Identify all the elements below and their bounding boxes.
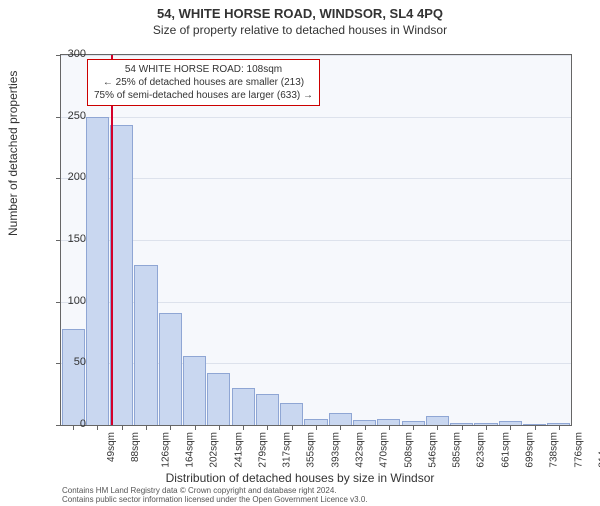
- xtick-label: 661sqm: [500, 432, 511, 468]
- footer-line-1: Contains HM Land Registry data © Crown c…: [62, 486, 368, 495]
- annotation-line-2: ← 25% of detached houses are smaller (21…: [94, 76, 313, 89]
- gridline: [61, 240, 571, 241]
- gridline: [61, 55, 571, 56]
- xtick-mark: [535, 425, 536, 430]
- ytick-mark: [56, 240, 61, 241]
- xtick-mark: [437, 425, 438, 430]
- histogram-bar: [207, 373, 230, 425]
- xtick-mark: [195, 425, 196, 430]
- xtick-label: 585sqm: [452, 432, 463, 468]
- xtick-label: 546sqm: [427, 432, 438, 468]
- ytick-label: 150: [68, 233, 86, 245]
- histogram-bar: [256, 394, 279, 425]
- xtick-label: 623sqm: [476, 432, 487, 468]
- ytick-mark: [56, 425, 61, 426]
- histogram-bar: [110, 125, 133, 425]
- histogram-bar: [329, 413, 352, 425]
- xtick-mark: [462, 425, 463, 430]
- xtick-mark: [219, 425, 220, 430]
- ytick-mark: [56, 363, 61, 364]
- xtick-label: 699sqm: [525, 432, 536, 468]
- xtick-label: 241sqm: [233, 432, 244, 468]
- histogram-bar: [426, 416, 449, 425]
- gridline: [61, 178, 571, 179]
- histogram-bar: [62, 329, 85, 425]
- xtick-label: 164sqm: [185, 432, 196, 468]
- xtick-mark: [365, 425, 366, 430]
- annotation-line-3: 75% of semi-detached houses are larger (…: [94, 89, 313, 102]
- ytick-label: 100: [68, 295, 86, 307]
- xtick-mark: [559, 425, 560, 430]
- xtick-mark: [486, 425, 487, 430]
- xtick-mark: [510, 425, 511, 430]
- xtick-label: 88sqm: [130, 432, 141, 462]
- xtick-label: 279sqm: [257, 432, 268, 468]
- y-axis-label: Number of detached properties: [6, 71, 20, 236]
- histogram-bar: [86, 117, 109, 425]
- xtick-mark: [389, 425, 390, 430]
- property-marker-line: [111, 55, 113, 425]
- xtick-label: 317sqm: [282, 432, 293, 468]
- ytick-label: 50: [74, 356, 86, 368]
- ytick-mark: [56, 55, 61, 56]
- histogram-bar: [183, 356, 206, 425]
- ytick-label: 200: [68, 171, 86, 183]
- xtick-label: 49sqm: [106, 432, 117, 462]
- xtick-label: 202sqm: [209, 432, 220, 468]
- ytick-label: 0: [80, 418, 86, 430]
- histogram-bar: [232, 388, 255, 425]
- xtick-mark: [97, 425, 98, 430]
- xtick-mark: [340, 425, 341, 430]
- xtick-label: 776sqm: [573, 432, 584, 468]
- annotation-box: 54 WHITE HORSE ROAD: 108sqm ← 25% of det…: [87, 59, 320, 106]
- xtick-label: 393sqm: [330, 432, 341, 468]
- ytick-label: 300: [68, 48, 86, 60]
- footer-attribution: Contains HM Land Registry data © Crown c…: [62, 486, 368, 504]
- xtick-label: 508sqm: [403, 432, 414, 468]
- page-subtitle: Size of property relative to detached ho…: [0, 23, 600, 37]
- histogram-bar: [134, 265, 157, 425]
- xtick-mark: [292, 425, 293, 430]
- ytick-label: 250: [68, 110, 86, 122]
- histogram-bar: [280, 403, 303, 425]
- xtick-label: 738sqm: [549, 432, 560, 468]
- x-axis-label: Distribution of detached houses by size …: [0, 471, 600, 485]
- xtick-mark: [73, 425, 74, 430]
- xtick-label: 126sqm: [160, 432, 171, 468]
- xtick-label: 355sqm: [306, 432, 317, 468]
- gridline: [61, 117, 571, 118]
- annotation-line-1: 54 WHITE HORSE ROAD: 108sqm: [94, 63, 313, 76]
- xtick-mark: [267, 425, 268, 430]
- xtick-mark: [316, 425, 317, 430]
- xtick-mark: [170, 425, 171, 430]
- ytick-mark: [56, 178, 61, 179]
- xtick-label: 470sqm: [379, 432, 390, 468]
- histogram-bar: [159, 313, 182, 425]
- ytick-mark: [56, 117, 61, 118]
- ytick-mark: [56, 302, 61, 303]
- page-title: 54, WHITE HORSE ROAD, WINDSOR, SL4 4PQ: [0, 6, 600, 21]
- xtick-mark: [146, 425, 147, 430]
- xtick-label: 432sqm: [355, 432, 366, 468]
- xtick-mark: [243, 425, 244, 430]
- xtick-mark: [413, 425, 414, 430]
- xtick-mark: [122, 425, 123, 430]
- histogram-chart: 54 WHITE HORSE ROAD: 108sqm ← 25% of det…: [60, 54, 572, 426]
